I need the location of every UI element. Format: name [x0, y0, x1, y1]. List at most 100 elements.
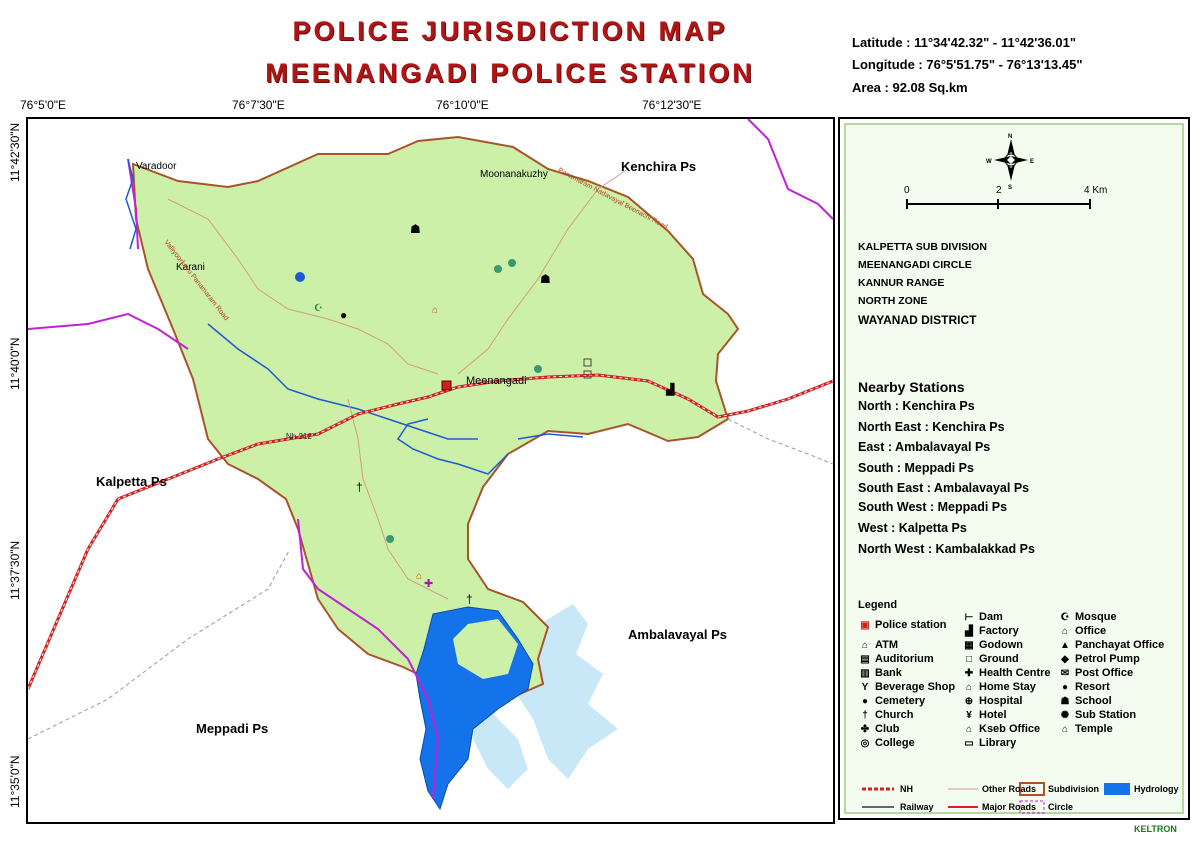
- health-centre-icon: ✚: [964, 668, 974, 679]
- sub-station-icon: ✺: [1060, 710, 1070, 721]
- home-stay-icon: ⌂: [965, 682, 973, 693]
- resort-icon: [494, 265, 502, 273]
- admin-line: MEENANGADI CIRCLE: [858, 259, 972, 271]
- compass-w: W: [986, 159, 992, 165]
- godown-icon: ▦: [964, 640, 974, 651]
- library-icon: ▭: [964, 738, 974, 749]
- karani-label: Karani: [176, 262, 205, 273]
- legend-item: ⌂ ATM: [858, 639, 898, 651]
- nearby-item: South : Meppadi Ps: [858, 461, 974, 475]
- legend-item: ▲ Panchayat Office: [1058, 639, 1164, 651]
- legend-panel: N S W E 0 2 4 Km KALPETTA SUB DIVISION M…: [838, 117, 1190, 820]
- legend-item: ▤ Auditorium: [858, 653, 933, 665]
- nearby-item: East : Ambalavayal Ps: [858, 440, 991, 454]
- mosque-icon: ☪: [1060, 612, 1070, 623]
- meppadi-label: Meppadi Ps: [196, 721, 269, 736]
- legend-hydrology: Hydrology: [1134, 784, 1179, 794]
- bank-icon: ▥: [860, 668, 870, 679]
- railway-line: [28, 548, 291, 740]
- legend-item: ✤ Club: [858, 723, 900, 735]
- legend-item: ▭ Library: [962, 737, 1016, 749]
- scale-label: 0: [904, 185, 910, 196]
- nearby-heading: Nearby Stations: [858, 379, 965, 395]
- kseb-office-icon: ⌂: [965, 724, 973, 735]
- y-tick-label: 11°40'0"N: [8, 337, 22, 391]
- x-tick-label: 76°5'0"E: [20, 98, 67, 112]
- legend-item: ⌂ Kseb Office: [962, 723, 1040, 735]
- admin-line: NORTH ZONE: [858, 295, 928, 307]
- health-centre-icon: ✚: [424, 578, 433, 590]
- y-tick-label: 11°37'30"N: [8, 540, 22, 600]
- map-canvas[interactable]: ☗ ☗ ● † † ☪ ⌂ ⌂ ✚ ▟: [28, 119, 833, 822]
- admin-line: KALPETTA SUB DIVISION: [858, 241, 987, 253]
- other-road: [347, 398, 449, 600]
- river: [207, 323, 478, 440]
- legend-item: ⊕ Hospital: [962, 695, 1023, 707]
- police-station-icon: ▣: [860, 620, 870, 631]
- legend-item: Y Beverage Shop: [858, 681, 955, 693]
- legend-inner: N S W E 0 2 4 Km KALPETTA SUB DIVISION M…: [844, 123, 1184, 814]
- compass-icon: N S W E: [986, 134, 1034, 189]
- varadoor-label: Varadoor: [136, 161, 177, 172]
- map-frame[interactable]: ☗ ☗ ● † † ☪ ⌂ ⌂ ✚ ▟ Kenchira Ps Kalpetta…: [26, 117, 835, 824]
- post-office-icon: ✉: [1060, 668, 1070, 679]
- other-road: [167, 198, 439, 375]
- legend-item: ✺ Sub Station: [1058, 709, 1136, 721]
- legend-item: ☗ School: [1058, 695, 1112, 707]
- dam-island: [453, 619, 518, 679]
- kenchira-label: Kenchira Ps: [621, 159, 697, 174]
- legend-item: ⊢ Dam: [962, 611, 1003, 623]
- church-icon: †: [356, 480, 363, 494]
- ambalavayal-label: Ambalavayal Ps: [628, 627, 728, 642]
- nearby-item: South West : Meppadi Ps: [858, 500, 1008, 514]
- legend-item: ☪ Mosque: [1058, 611, 1117, 623]
- kalpetta-label: Kalpetta Ps: [96, 474, 167, 489]
- hospital-icon: ⊕: [964, 696, 974, 707]
- club-icon: ✤: [860, 724, 870, 735]
- scale-bar: [906, 199, 1091, 209]
- resort-icon: [386, 535, 394, 543]
- legend-circle: Circle: [1048, 802, 1074, 812]
- auditorium-icon: ▤: [860, 654, 870, 665]
- office-icon: ⌂: [1061, 626, 1069, 637]
- admin-line: KANNUR RANGE: [858, 277, 945, 289]
- area-text: Area : 92.08 Sq.km: [852, 80, 968, 95]
- line-legend: [862, 782, 1130, 814]
- resort-icon: ●: [1061, 682, 1069, 693]
- school-icon: ☗: [1060, 696, 1070, 707]
- nearby-item: West : Kalpetta Ps: [858, 521, 967, 535]
- other-road: [457, 168, 629, 375]
- legend-item: ✉ Post Office: [1058, 667, 1133, 679]
- temple-icon: ⌂: [1061, 724, 1069, 735]
- legend-item: □ Ground: [962, 653, 1019, 665]
- legend-item: † Church: [858, 709, 913, 721]
- atm-icon: ⌂: [861, 640, 869, 651]
- nearby-item: South East : Ambalavayal Ps: [858, 481, 1030, 495]
- map-title: POLICE JURISDICTION MAP: [292, 16, 728, 46]
- legend-item: ◎ College: [858, 737, 915, 749]
- circle-boundary: [747, 119, 833, 220]
- y-tick-label: 11°35'0"N: [8, 755, 22, 809]
- nearby-item: North : Kenchira Ps: [858, 399, 975, 413]
- legend-item: ● Resort: [1058, 681, 1110, 693]
- hotel-icon: ¥: [966, 710, 972, 721]
- y-tick-label: 11°42'30"N: [8, 122, 22, 182]
- legend-item: ▥ Bank: [858, 667, 902, 679]
- petrol-pump-icon: ◆: [1061, 654, 1069, 665]
- legend-item: ▣ Police station: [858, 619, 946, 631]
- police-station-marker: [441, 380, 452, 391]
- legend-item: ✚ Health Centre: [962, 667, 1051, 679]
- river: [517, 433, 584, 440]
- compass-s: S: [1008, 185, 1012, 189]
- cemetery-icon: ●: [861, 696, 869, 707]
- temple-icon: ⌂: [416, 571, 422, 582]
- legend-railway: Railway: [900, 802, 934, 812]
- ground-icon: □: [965, 654, 973, 665]
- reservoir-south: [473, 699, 528, 789]
- circle-boundary: [28, 312, 189, 350]
- longitude-range: Longitude : 76°5'51.75" - 76°13'13.45": [852, 57, 1083, 72]
- legend-item: ▦ Godown: [962, 639, 1023, 651]
- factory-icon: ▟: [965, 626, 973, 637]
- scale-label: 4 Km: [1084, 185, 1108, 196]
- legend-heading: Legend: [858, 599, 898, 611]
